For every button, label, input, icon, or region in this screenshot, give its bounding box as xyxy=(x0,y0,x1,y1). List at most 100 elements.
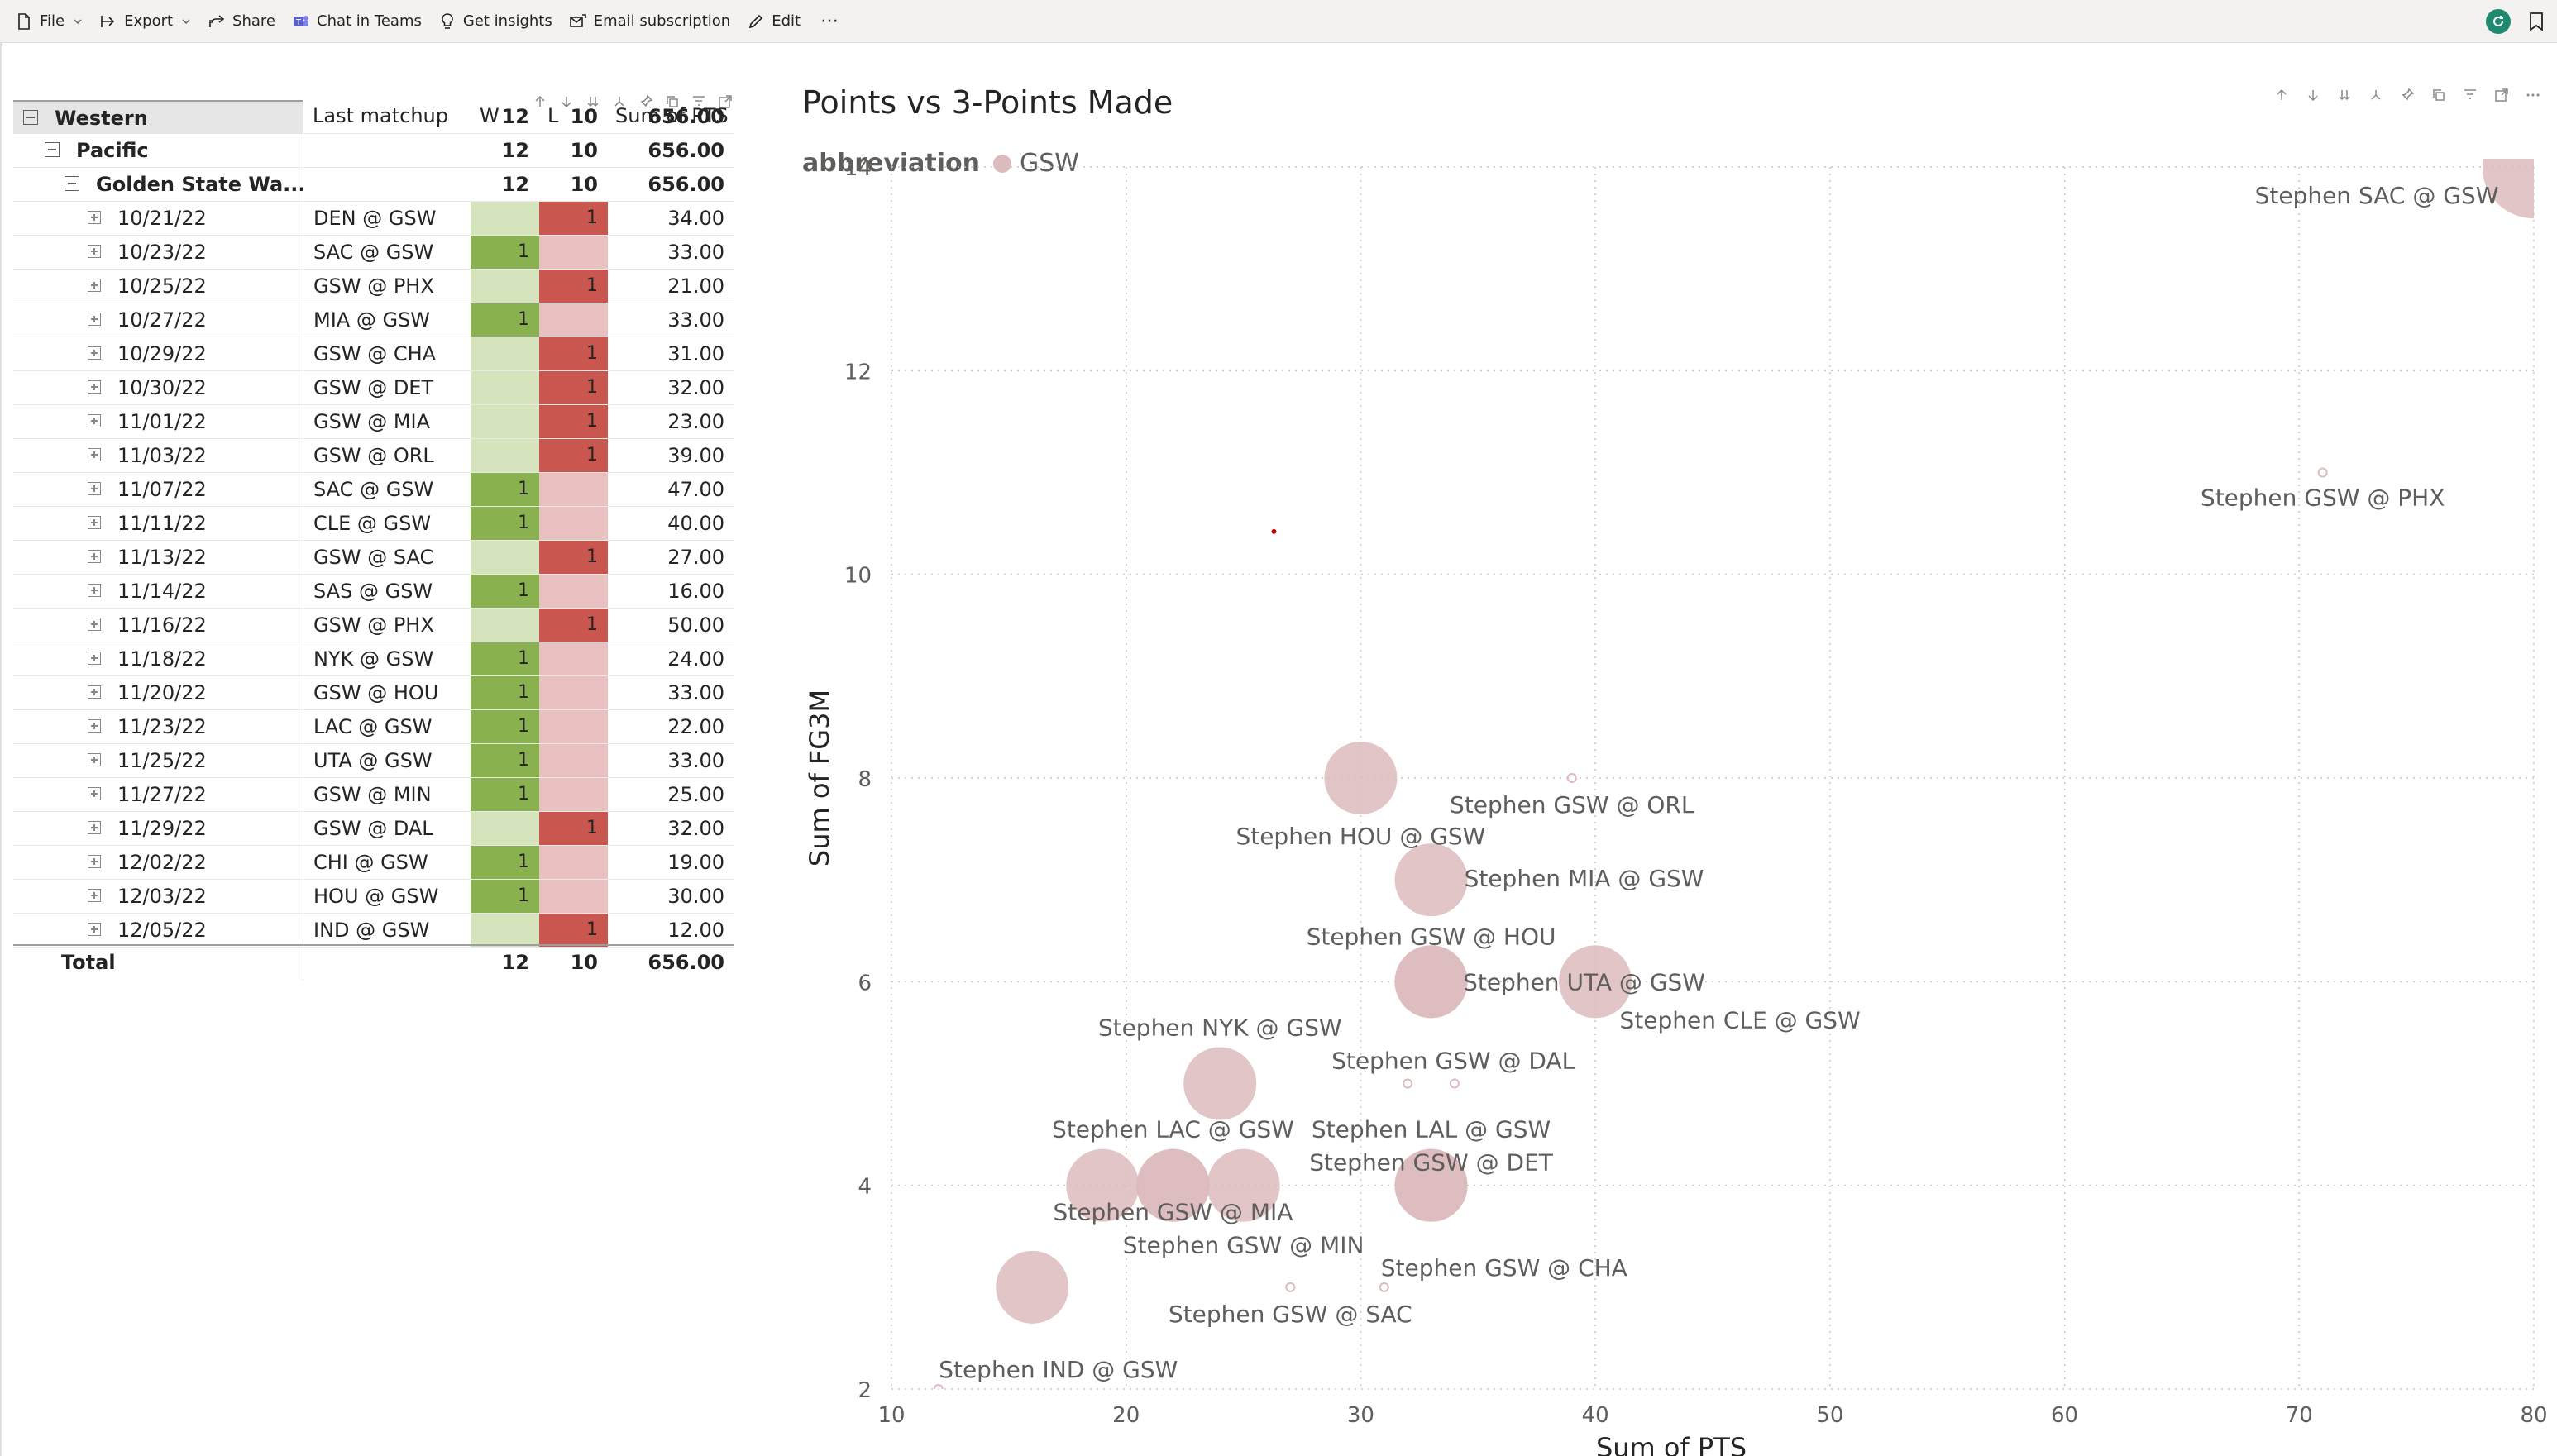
table-row[interactable]: 11/20/22 GSW @ HOU 1 33.00 xyxy=(13,676,734,710)
expand-icon[interactable] xyxy=(88,685,101,699)
expand-icon[interactable] xyxy=(88,923,101,936)
table-row[interactable]: 11/01/22 GSW @ MIA 1 23.00 xyxy=(13,405,734,439)
header-l[interactable]: L xyxy=(547,104,559,127)
filter-icon[interactable] xyxy=(2463,88,2478,103)
drill-down-icon[interactable] xyxy=(559,94,574,109)
expand-icon[interactable] xyxy=(88,245,101,258)
scatter-chart-visual[interactable]: Points vs 3-Points Made abbreviation GSW… xyxy=(794,43,2557,1456)
scatter-point[interactable] xyxy=(1394,945,1468,1019)
expand-icon[interactable] xyxy=(88,753,101,766)
expand-icon[interactable] xyxy=(88,279,101,292)
table-row[interactable]: 10/23/22 SAC @ GSW 1 33.00 xyxy=(13,236,734,270)
focus-mode-icon[interactable] xyxy=(718,94,733,109)
matrix-visual[interactable]: conference Last matchup W L Sum of PTS W… xyxy=(13,48,734,982)
expand-icon[interactable] xyxy=(88,584,101,597)
focus-mode-icon[interactable] xyxy=(2494,88,2509,103)
scatter-point[interactable] xyxy=(1394,1148,1468,1222)
table-row[interactable]: 10/30/22 GSW @ DET 1 32.00 xyxy=(13,371,734,405)
scatter-point[interactable] xyxy=(1207,1148,1280,1222)
scatter-point[interactable] xyxy=(996,1250,1069,1324)
scatter-plot-area[interactable]: 2 4 6 8 10 12 14 10 20 30 40 50 60 70 80 Sum of PTS Sum … xyxy=(794,43,2557,1456)
expand-icon[interactable] xyxy=(88,211,101,224)
table-row[interactable]: 10/25/22 GSW @ PHX 1 21.00 xyxy=(13,270,734,303)
header-sum-pts[interactable]: Sum of PTS xyxy=(615,104,729,127)
drill-up-icon[interactable] xyxy=(2274,88,2289,103)
collapse-icon[interactable] xyxy=(23,110,38,125)
scatter-point[interactable] xyxy=(1559,945,1632,1019)
pin-icon[interactable] xyxy=(2400,88,2415,103)
table-row[interactable]: 12/02/22 CHI @ GSW 1 19.00 xyxy=(13,846,734,880)
table-row[interactable]: 11/14/22 SAS @ GSW 1 16.00 xyxy=(13,575,734,609)
expand-icon[interactable] xyxy=(88,380,101,394)
expand-icon[interactable] xyxy=(88,652,101,665)
collapse-icon[interactable] xyxy=(65,176,79,191)
share-button[interactable]: Share xyxy=(203,0,287,43)
expand-icon[interactable] xyxy=(88,550,101,563)
expand-all-icon[interactable] xyxy=(585,94,600,109)
table-row[interactable]: 11/25/22 UTA @ GSW 1 33.00 xyxy=(13,744,734,778)
scatter-point[interactable] xyxy=(1394,843,1468,917)
scatter-point[interactable] xyxy=(1403,1078,1413,1089)
filter-icon[interactable] xyxy=(691,94,706,109)
expand-icon[interactable] xyxy=(88,516,101,529)
table-row[interactable]: 11/11/22 CLE @ GSW 1 40.00 xyxy=(13,507,734,541)
header-w[interactable]: W xyxy=(480,104,499,127)
table-row[interactable]: 11/13/22 GSW @ SAC 1 27.00 xyxy=(13,541,734,575)
refresh-status-button[interactable] xyxy=(2486,9,2511,34)
expand-all-icon[interactable] xyxy=(2337,88,2352,103)
expand-icon[interactable] xyxy=(88,787,101,800)
expand-icon[interactable] xyxy=(88,855,101,868)
scatter-point[interactable] xyxy=(2317,467,2328,478)
collapse-icon[interactable] xyxy=(45,142,60,157)
table-row[interactable]: 11/18/22 NYK @ GSW 1 24.00 xyxy=(13,642,734,676)
scatter-point[interactable] xyxy=(1324,742,1398,814)
table-row[interactable]: 10/29/22 GSW @ CHA 1 31.00 xyxy=(13,337,734,371)
bookmark-icon[interactable] xyxy=(2529,12,2544,31)
table-row[interactable]: 11/16/22 GSW @ PHX 1 50.00 xyxy=(13,609,734,642)
expand-icon[interactable] xyxy=(88,821,101,834)
drill-up-icon[interactable] xyxy=(533,94,547,109)
expand-icon[interactable] xyxy=(88,313,101,326)
expand-hierarchy-icon[interactable] xyxy=(2368,88,2383,103)
table-row[interactable]: 11/29/22 GSW @ DAL 1 32.00 xyxy=(13,812,734,846)
more-options-icon[interactable] xyxy=(2526,88,2540,103)
pin-icon[interactable] xyxy=(638,94,653,109)
edit-button[interactable]: Edit xyxy=(742,0,812,43)
expand-icon[interactable] xyxy=(88,719,101,733)
file-menu[interactable]: File xyxy=(10,0,94,43)
table-row[interactable]: 11/03/22 GSW @ ORL 1 39.00 xyxy=(13,439,734,473)
expand-icon[interactable] xyxy=(88,618,101,631)
table-row[interactable]: 11/23/22 LAC @ GSW 1 22.00 xyxy=(13,710,734,744)
expand-icon[interactable] xyxy=(88,346,101,360)
scatter-point[interactable] xyxy=(1566,773,1577,783)
table-row[interactable]: 12/03/22 HOU @ GSW 1 30.00 xyxy=(13,880,734,914)
copy-icon[interactable] xyxy=(2431,88,2446,103)
copy-icon[interactable] xyxy=(665,94,680,109)
scatter-point[interactable] xyxy=(2482,116,2557,219)
legend-entry-gsw[interactable]: GSW xyxy=(1020,149,1079,178)
expand-icon[interactable] xyxy=(88,482,101,495)
get-insights-button[interactable]: Get insights xyxy=(433,0,564,43)
table-row[interactable]: 10/21/22 DEN @ GSW 1 34.00 xyxy=(13,202,734,236)
scatter-point[interactable] xyxy=(1066,1148,1140,1222)
scatter-point[interactable] xyxy=(1449,1078,1460,1089)
scatter-point[interactable] xyxy=(1183,1047,1257,1120)
scatter-point[interactable] xyxy=(933,1384,944,1393)
expand-icon[interactable] xyxy=(88,414,101,427)
table-row[interactable]: 12/05/22 IND @ GSW 1 12.00 xyxy=(13,914,734,948)
scatter-point[interactable] xyxy=(1285,1282,1296,1292)
expand-icon[interactable] xyxy=(88,889,101,902)
email-subscription-button[interactable]: Email subscription xyxy=(564,0,742,43)
scatter-point[interactable] xyxy=(1379,1282,1389,1292)
drill-down-icon[interactable] xyxy=(2306,88,2320,103)
expand-icon[interactable] xyxy=(88,448,101,461)
expand-hierarchy-icon[interactable] xyxy=(612,94,627,109)
scatter-point[interactable] xyxy=(1136,1148,1210,1222)
table-row[interactable]: 11/27/22 GSW @ MIN 1 25.00 xyxy=(13,778,734,812)
export-menu[interactable]: Export xyxy=(94,0,203,43)
chat-in-teams-button[interactable]: T Chat in Teams xyxy=(287,0,433,43)
table-row[interactable]: 11/07/22 SAC @ GSW 1 47.00 xyxy=(13,473,734,507)
header-last-matchup[interactable]: Last matchup xyxy=(313,104,448,127)
table-row[interactable]: 10/27/22 MIA @ GSW 1 33.00 xyxy=(13,303,734,337)
more-options-button[interactable]: ⋯ xyxy=(820,11,840,31)
